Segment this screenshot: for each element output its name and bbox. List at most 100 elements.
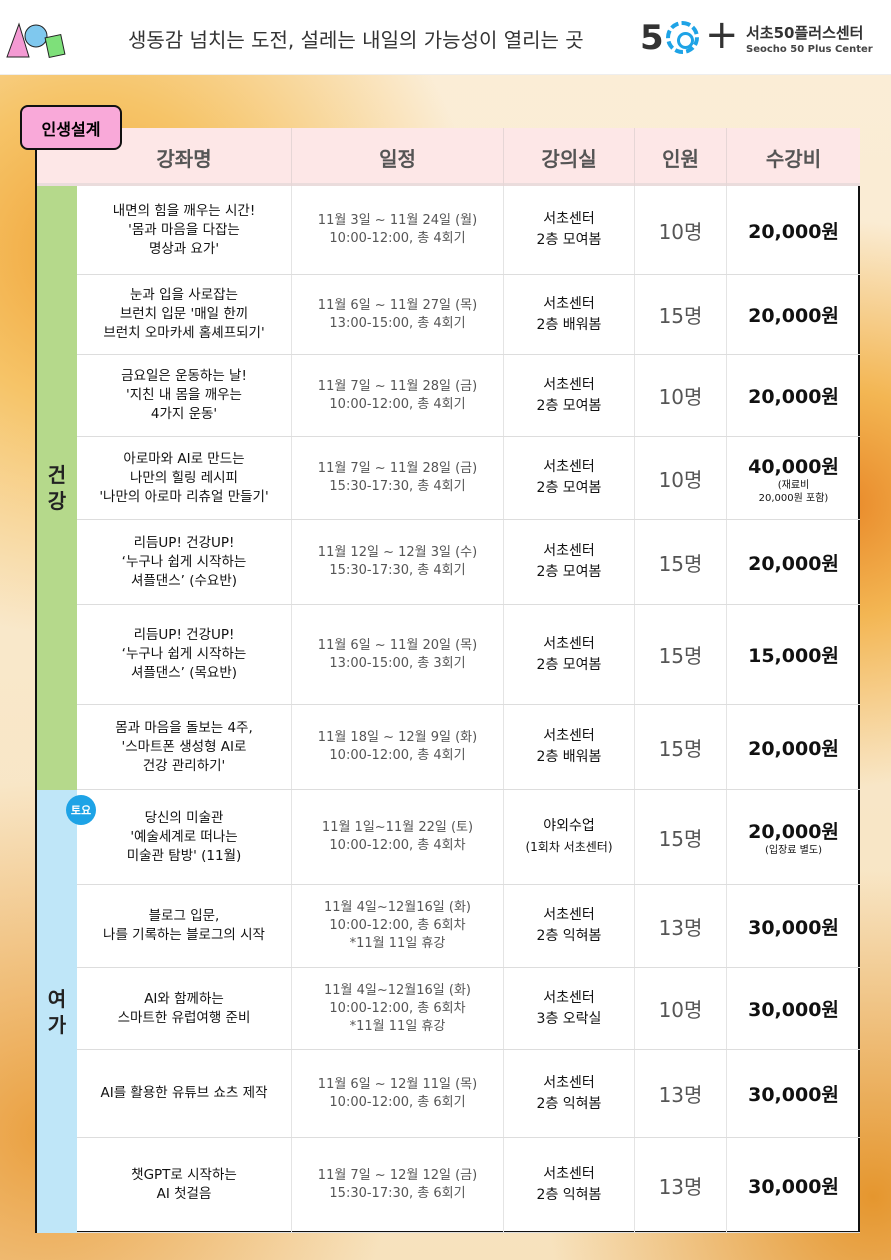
fee-note: (입장료 별도) bbox=[765, 845, 822, 856]
schedule-text: 11월 4일~12월16일 (화) 10:00-12:00, 총 6회차 *11… bbox=[324, 982, 471, 1034]
capacity-text: 10명 bbox=[658, 467, 703, 492]
col-capacity: 인원 bbox=[634, 128, 726, 186]
room-text: 서초센터 2층 모여봄 bbox=[536, 543, 602, 580]
schedule-text: 11월 7일 ~ 11월 28일 (금) 15:30-17:30, 총 4회기 bbox=[317, 461, 478, 494]
fee: 20,000원 bbox=[726, 520, 860, 604]
course-name-text: 당신의 미술관 '예술세계로 떠나는 미술관 탐방' (11월) bbox=[126, 809, 242, 864]
capacity-text: 10명 bbox=[658, 998, 703, 1022]
fee-text: 20,000원 bbox=[748, 220, 839, 243]
schedule: 11월 12일 ~ 12월 3일 (수) 15:30-17:30, 총 4회기 bbox=[291, 520, 503, 604]
course-name-text: 내면의 힘을 깨우는 시간! '몸과 마음을 다잡는 명상과 요가' bbox=[112, 202, 256, 257]
capacity: 15명 bbox=[634, 520, 726, 604]
course-name-text: 몸과 마음을 돌보는 4주, '스마트폰 생성형 AI로 건강 관리하기' bbox=[115, 719, 253, 774]
fee-text: 30,000원 bbox=[748, 999, 839, 1021]
fee: 30,000원 bbox=[726, 1050, 860, 1137]
fee-text: 20,000원 bbox=[748, 386, 839, 408]
room-text: 서초센터 2층 익혀봄 bbox=[536, 1074, 602, 1112]
table-row: 눈과 입을 사로잡는 브런치 입문 '매일 한끼 브런치 오마카세 홈셰프되기'… bbox=[77, 275, 860, 355]
course-name: AI를 활용한 유튜브 쇼츠 제작 bbox=[77, 1050, 291, 1137]
room-note: (1회차 서초센터) bbox=[525, 840, 613, 854]
room-text: 서초센터 2층 익혀봄 bbox=[536, 907, 602, 944]
room-text: 서초센터 2층 모여봄 bbox=[536, 459, 602, 496]
table-row: 리듬UP! 건강UP! ‘누구나 쉽게 시작하는 셔플댄스’ (수요반) 11월 … bbox=[77, 520, 860, 605]
fee-note: (재료비 20,000원 포함) bbox=[758, 479, 829, 504]
slogan: 생동감 넘치는 도전, 설레는 내일의 가능성이 열리는 곳 bbox=[128, 28, 584, 52]
table-row: 몸과 마음을 돌보는 4주, '스마트폰 생성형 AI로 건강 관리하기' 11월… bbox=[77, 705, 860, 790]
course-name: 당신의 미술관 '예술세계로 떠나는 미술관 탐방' (11월) bbox=[77, 790, 291, 884]
course-name: 블로그 입문, 나를 기록하는 블로그의 시작 bbox=[77, 885, 291, 967]
capacity-text: 15명 bbox=[658, 551, 703, 576]
course-name: 내면의 힘을 깨우는 시간! '몸과 마음을 다잡는 명상과 요가' bbox=[77, 186, 291, 274]
room-text: 서초센터 2층 모여봄 bbox=[536, 376, 602, 414]
capacity: 15명 bbox=[634, 275, 726, 354]
brand-ring-icon bbox=[666, 21, 699, 54]
schedule: 11월 6일 ~ 12월 11일 (목) 10:00-12:00, 총 6회기 bbox=[291, 1050, 503, 1137]
schedule-text: 11월 7일 ~ 11월 28일 (금) 10:00-12:00, 총 4회기 bbox=[317, 378, 478, 412]
fee: 20,000원 bbox=[726, 355, 860, 436]
fee-text: 20,000원 bbox=[748, 737, 839, 760]
col-room: 강의실 bbox=[503, 128, 634, 186]
room: 서초센터 2층 배워봄 bbox=[503, 705, 634, 789]
course-name: 리듬UP! 건강UP! ‘누구나 쉽게 시작하는 셔플댄스’ (수요반) bbox=[77, 520, 291, 604]
capacity: 10명 bbox=[634, 355, 726, 436]
col-schedule: 일정 bbox=[291, 128, 503, 186]
capacity: 13명 bbox=[634, 885, 726, 967]
room: 서초센터 2층 배워봄 bbox=[503, 275, 634, 354]
course-name-text: AI를 활용한 유튜브 쇼츠 제작 bbox=[100, 1085, 268, 1101]
schedule: 11월 7일 ~ 11월 28일 (금) 10:00-12:00, 총 4회기 bbox=[291, 355, 503, 436]
col-course-name: 강좌명 bbox=[156, 146, 212, 171]
capacity: 15명 bbox=[634, 605, 726, 704]
course-name: 챗GPT로 시작하는 AI 첫걸음 bbox=[77, 1138, 291, 1232]
brand-logo-number: 5 bbox=[640, 18, 665, 58]
fee: 20,000원 bbox=[726, 705, 860, 789]
schedule: 11월 4일~12월16일 (화) 10:00-12:00, 총 6회차 *11… bbox=[291, 885, 503, 967]
course-name-text: 금요일은 운동하는 날! '지친 내 몸을 깨우는 4가지 운동' bbox=[121, 368, 247, 422]
room-text: 야외수업 bbox=[543, 818, 595, 834]
capacity-text: 15명 bbox=[658, 644, 703, 668]
capacity: 13명 bbox=[634, 1050, 726, 1137]
room: 서초센터 2층 모여봄 bbox=[503, 355, 634, 436]
fee-text: 20,000원 bbox=[748, 552, 839, 575]
table-row: 내면의 힘을 깨우는 시간! '몸과 마음을 다잡는 명상과 요가' 11월 3일… bbox=[77, 186, 860, 275]
schedule: 11월 4일~12월16일 (화) 10:00-12:00, 총 6회차 *11… bbox=[291, 968, 503, 1049]
course-name: 눈과 입을 사로잡는 브런치 입문 '매일 한끼 브런치 오마카세 홈셰프되기' bbox=[77, 275, 291, 354]
fee: 30,000원 bbox=[726, 1138, 860, 1232]
room-text: 서초센터 2층 배워봄 bbox=[536, 295, 602, 333]
schedule-text: 11월 6일 ~ 12월 11일 (목) 10:00-12:00, 총 6회기 bbox=[317, 1076, 478, 1110]
category-leisure: 여 가 bbox=[37, 790, 77, 1233]
schedule: 11월 6일 ~ 11월 20일 (목) 13:00-15:00, 총 3회기 bbox=[291, 605, 503, 704]
fee-text: 30,000원 bbox=[748, 1175, 839, 1198]
capacity-text: 10명 bbox=[658, 219, 703, 244]
schedule: 11월 18일 ~ 12월 9일 (화) 10:00-12:00, 총 4회기 bbox=[291, 705, 503, 789]
table-row: AI를 활용한 유튜브 쇼츠 제작 11월 6일 ~ 12월 11일 (목) 10… bbox=[77, 1050, 860, 1138]
room: 서초센터 2층 모여봄 bbox=[503, 605, 634, 704]
schedule: 11월 7일 ~ 11월 28일 (금) 15:30-17:30, 총 4회기 bbox=[291, 437, 503, 519]
section-tag: 인생설계 bbox=[20, 105, 122, 150]
fee-text: 20,000원 bbox=[748, 305, 839, 327]
fee-text: 30,000원 bbox=[748, 916, 839, 939]
schedule-text: 11월 6일 ~ 11월 27일 (목) 13:00-15:00, 총 4회기 bbox=[317, 297, 478, 331]
schedule-text: 11월 1일~11월 22일 (토) 10:00-12:00, 총 4회차 bbox=[321, 820, 474, 853]
schedule-text: 11월 3일 ~ 11월 24일 (월) 10:00-12:00, 총 4회기 bbox=[317, 213, 478, 246]
capacity: 10명 bbox=[634, 437, 726, 519]
room: 야외수업 (1회차 서초센터) bbox=[503, 790, 634, 884]
capacity: 13명 bbox=[634, 1138, 726, 1232]
course-name: 아로마와 AI로 만드는 나만의 힐링 레시피 '나만의 아로마 리츄얼 만들기… bbox=[77, 437, 291, 519]
capacity-text: 15명 bbox=[658, 826, 703, 851]
room: 서초센터 2층 익혀봄 bbox=[503, 1138, 634, 1232]
room: 서초센터 3층 오락실 bbox=[503, 968, 634, 1049]
fee: 40,000원 (재료비 20,000원 포함) bbox=[726, 437, 860, 519]
table-row: AI와 함께하는 스마트한 유럽여행 준비 11월 4일~12월16일 (화) 1… bbox=[77, 968, 860, 1050]
capacity: 10명 bbox=[634, 186, 726, 274]
course-name-text: 눈과 입을 사로잡는 브런치 입문 '매일 한끼 브런치 오마카세 홈셰프되기' bbox=[103, 287, 265, 341]
logo-icon bbox=[6, 22, 66, 59]
fee: 30,000원 bbox=[726, 885, 860, 967]
schedule: 11월 3일 ~ 11월 24일 (월) 10:00-12:00, 총 4회기 bbox=[291, 186, 503, 274]
table-row: 챗GPT로 시작하는 AI 첫걸음 11월 7일 ~ 12월 12일 (금) 15… bbox=[77, 1138, 860, 1233]
course-name-text: 챗GPT로 시작하는 AI 첫걸음 bbox=[131, 1167, 237, 1202]
course-name: 금요일은 운동하는 날! '지친 내 몸을 깨우는 4가지 운동' bbox=[77, 355, 291, 436]
capacity: 15명 bbox=[634, 790, 726, 884]
fee: 20,000원 bbox=[726, 186, 860, 274]
fee: 20,000원 bbox=[726, 275, 860, 354]
table-row: 리듬UP! 건강UP! ‘누구나 쉽게 시작하는 셔플댄스’ (목요반) 11월 … bbox=[77, 605, 860, 705]
